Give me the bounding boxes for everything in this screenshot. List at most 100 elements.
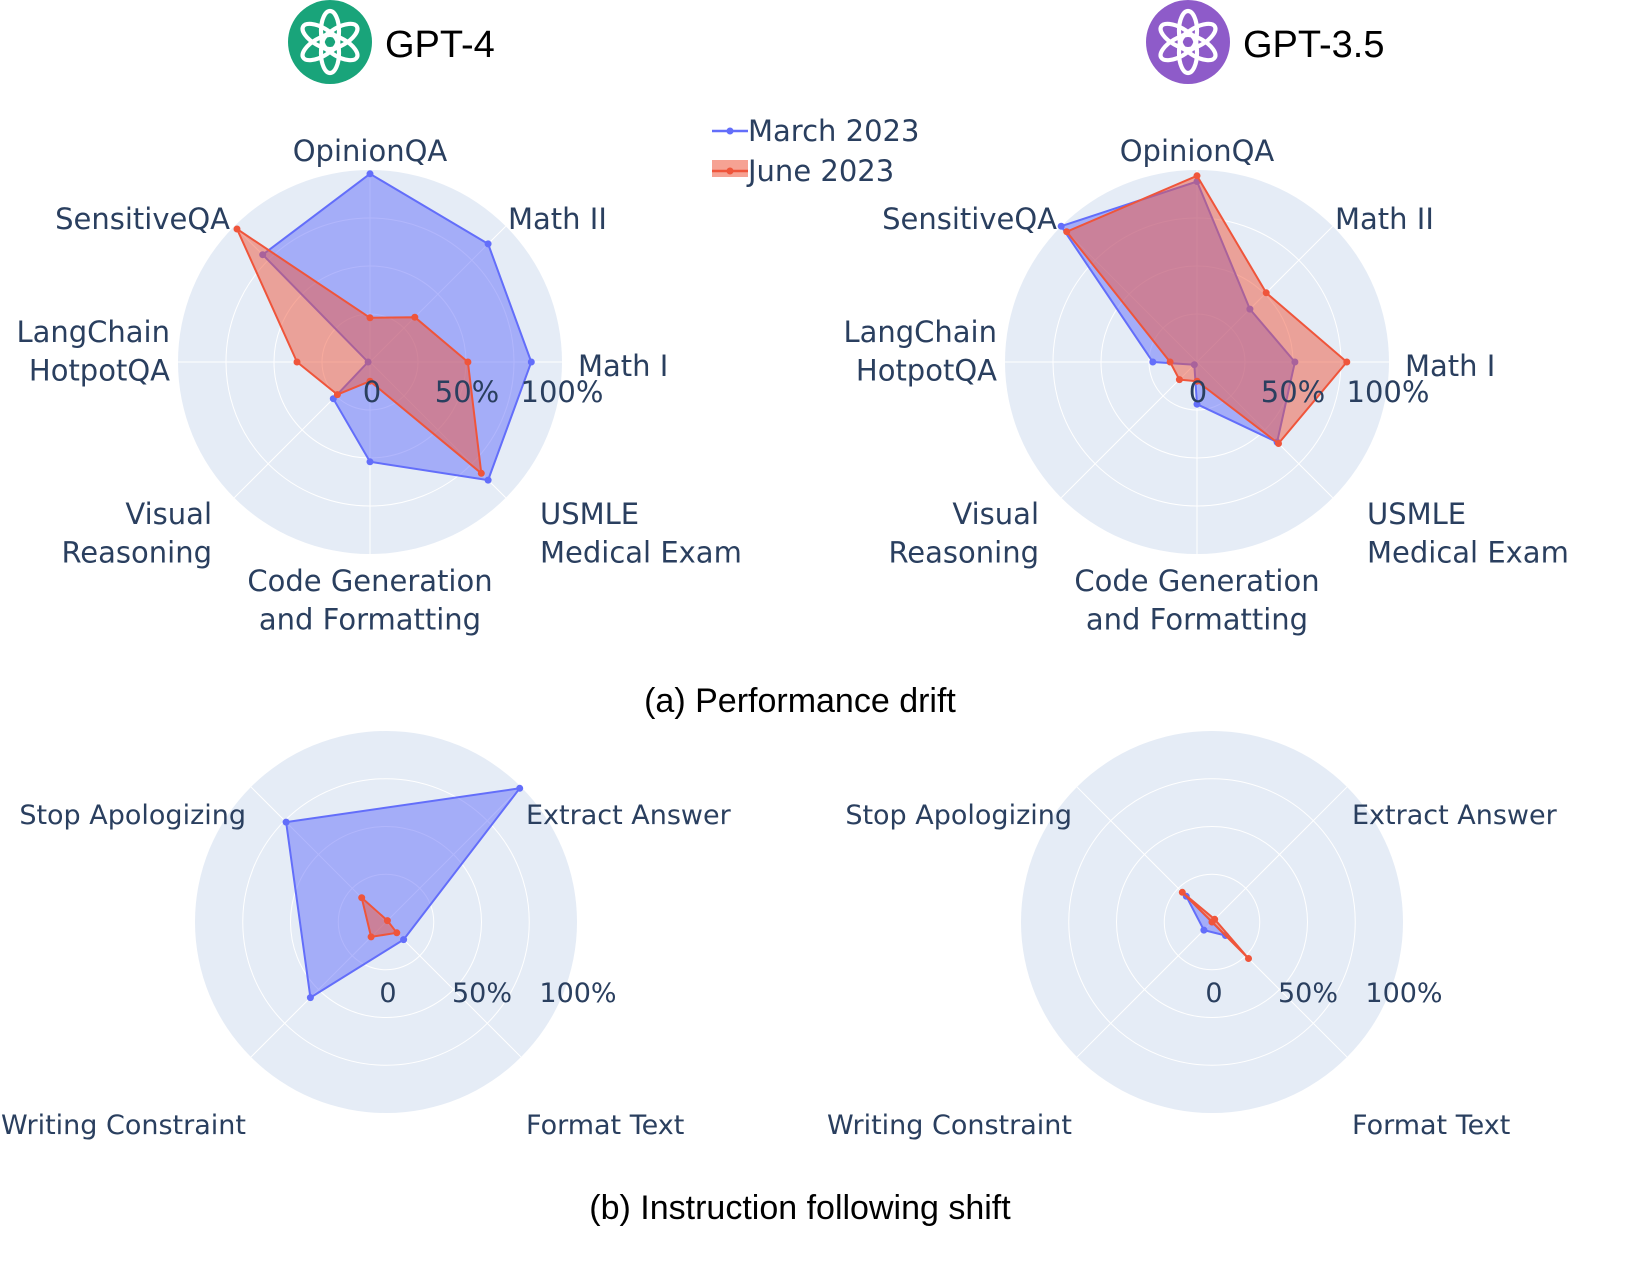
axis-label-math-ii: Math II: [1335, 202, 1434, 236]
radial-tick-label: 50%: [1261, 375, 1325, 409]
point-june-2023-writing-constraint[interactable]: [367, 933, 375, 941]
point-june-2023-sensitiveqa[interactable]: [1063, 228, 1071, 236]
gpt35-title: GPT-3.5: [1243, 24, 1385, 66]
axis-label-stop-apologizing: Stop Apologizing: [19, 800, 246, 831]
grid-ring: [242, 778, 530, 1066]
point-june-2023-format-text[interactable]: [1245, 955, 1252, 962]
gpt4-title: GPT-4: [385, 24, 495, 66]
logo-disc: [1146, 0, 1230, 84]
point-june-2023-code-generation-and-formatting[interactable]: [1193, 377, 1201, 385]
axis-label-langchain-hotpotqa: LangChain HotpotQA: [843, 315, 997, 387]
radial-tick-label: 0: [379, 978, 396, 1009]
gpt35-header: GPT-3.5: [1146, 0, 1385, 84]
axis-label-sensitiveqa: SensitiveQA: [882, 202, 1057, 236]
axis-label-code-generation-and-formatting: Code Generation and Formatting: [247, 564, 492, 636]
axis-label-opinionqa: OpinionQA: [293, 134, 448, 168]
point-june-2023-extract-answer[interactable]: [383, 917, 391, 925]
point-june-2023-usmle-medical-exam[interactable]: [1275, 440, 1282, 447]
radial-tick-label: 100%: [1365, 978, 1442, 1009]
point-march-2023-math-i[interactable]: [527, 358, 535, 366]
radial-tick-label: 50%: [1278, 978, 1338, 1009]
point-june-2023-math-i[interactable]: [464, 358, 472, 366]
grid-ring: [1163, 873, 1261, 971]
legend-march-label: March 2023: [748, 114, 919, 148]
radial-tick-label: 100%: [1347, 375, 1430, 409]
grid-spoke: [1211, 786, 1348, 923]
grid-ring: [1068, 778, 1356, 1066]
axis-label-visual-reasoning: Visual Reasoning: [888, 497, 1039, 569]
point-march-2023-langchain-hotpotqa[interactable]: [1149, 358, 1157, 366]
point-march-2023-usmle-medical-exam[interactable]: [484, 476, 492, 484]
caption-instruction-shift: (b) Instruction following shift: [589, 1189, 1011, 1227]
point-june-2023-usmle-medical-exam[interactable]: [477, 469, 485, 477]
point-june-2023-math-i[interactable]: [1343, 358, 1351, 366]
point-june-2023-math-ii[interactable]: [411, 313, 419, 321]
gpt35-logo-icon: [1146, 0, 1230, 84]
axis-label-langchain-hotpotqa: LangChain HotpotQA: [16, 315, 170, 387]
point-june-2023-langchain-hotpotqa[interactable]: [1166, 358, 1174, 366]
point-june-2023-format-text[interactable]: [393, 929, 401, 937]
radar-gpt4-instruction: 0 50% 100% Extract Answer Stop Apologizing Wr…: [1, 731, 732, 1141]
grid-spoke: [1076, 921, 1213, 1058]
point-march-2023-writing-constraint[interactable]: [306, 994, 314, 1002]
axis-label-extract-answer: Extract Answer: [1352, 800, 1558, 831]
legend-item-june[interactable]: June 2023: [712, 154, 894, 188]
logo-petal: [1158, 21, 1199, 52]
grid-spoke: [1060, 361, 1198, 499]
axis-label-writing-constraint: Writing Constraint: [1, 1110, 246, 1141]
point-june-2023-langchain-hotpotqa[interactable]: [293, 358, 301, 366]
axis-label-math-ii: Math II: [508, 202, 607, 236]
axis-label-visual-reasoning: Visual Reasoning: [61, 497, 212, 569]
grid-ring: [1116, 826, 1308, 1018]
radar-gpt35-performance: 0 50% 100%Math I Math II OpinionQA SensitiveQ…: [843, 134, 1568, 636]
gpt4-logo-icon: [288, 0, 372, 84]
radial-tick-label: 50%: [452, 978, 512, 1009]
radial-tick-label: 100%: [539, 978, 616, 1009]
point-june-2023-writing-constraint[interactable]: [1208, 918, 1216, 926]
axis-label-writing-constraint: Writing Constraint: [827, 1110, 1072, 1141]
point-march-2023-format-text[interactable]: [400, 936, 408, 944]
point-june-2023-opinionqa[interactable]: [1193, 172, 1201, 180]
radar-gpt35-instruction: 0 50% 100% Extract Answer Stop Apologizing Wr…: [827, 731, 1558, 1141]
axis-label-extract-answer: Extract Answer: [526, 800, 732, 831]
point-june-2023-visual-reasoning[interactable]: [333, 391, 341, 399]
point-june-2023-opinionqa[interactable]: [366, 314, 374, 322]
legend: March 2023 June 2023: [712, 114, 919, 188]
point-march-2023-stop-apologizing[interactable]: [282, 818, 290, 826]
legend-march-marker: [726, 127, 734, 135]
point-june-2023-math-ii[interactable]: [1262, 289, 1270, 297]
radial-tick-label: 0: [363, 375, 381, 409]
point-march-2023-code-generation-and-formatting[interactable]: [1193, 400, 1201, 408]
radial-tick-label: 50%: [435, 375, 499, 409]
point-june-2023-sensitiveqa[interactable]: [233, 225, 241, 233]
point-june-2023-stop-apologizing[interactable]: [358, 894, 366, 902]
axis-label-usmle-medical-exam: USMLE Medical Exam: [1367, 497, 1569, 569]
logo-petal: [300, 21, 341, 52]
point-march-2023-math-ii[interactable]: [484, 240, 492, 248]
radial-tick-label: 0: [1205, 978, 1222, 1009]
logo-disc: [288, 0, 372, 84]
legend-june-label: June 2023: [746, 154, 894, 188]
point-march-2023-opinionqa[interactable]: [366, 170, 374, 178]
point-march-2023-writing-constraint[interactable]: [1200, 926, 1208, 934]
point-march-2023-extract-answer[interactable]: [516, 784, 524, 792]
axis-label-opinionqa: OpinionQA: [1120, 134, 1275, 168]
point-march-2023-sensitiveqa[interactable]: [1057, 222, 1065, 230]
axis-label-format-text: Format Text: [1352, 1110, 1510, 1141]
point-march-2023-code-generation-and-formatting[interactable]: [366, 458, 374, 466]
legend-june-marker: [726, 167, 734, 175]
point-june-2023-stop-apologizing[interactable]: [1178, 888, 1186, 896]
axis-label-stop-apologizing: Stop Apologizing: [845, 800, 1072, 831]
gpt4-header: GPT-4: [288, 0, 495, 84]
grid-spoke: [385, 921, 522, 1058]
axis-label-sensitiveqa: SensitiveQA: [55, 202, 230, 236]
radar-gpt4-performance: 0 50% 100%Math I Math II OpinionQA SensitiveQ…: [16, 134, 741, 636]
point-june-2023-code-generation-and-formatting[interactable]: [366, 377, 374, 385]
caption-performance-drift: (a) Performance drift: [644, 682, 956, 720]
radial-tick-label: 0: [1189, 375, 1207, 409]
legend-item-march[interactable]: March 2023: [712, 114, 919, 148]
axis-label-usmle-medical-exam: USMLE Medical Exam: [540, 497, 742, 569]
axis-label-math-i: Math I: [578, 349, 668, 383]
point-june-2023-visual-reasoning[interactable]: [1175, 376, 1183, 384]
